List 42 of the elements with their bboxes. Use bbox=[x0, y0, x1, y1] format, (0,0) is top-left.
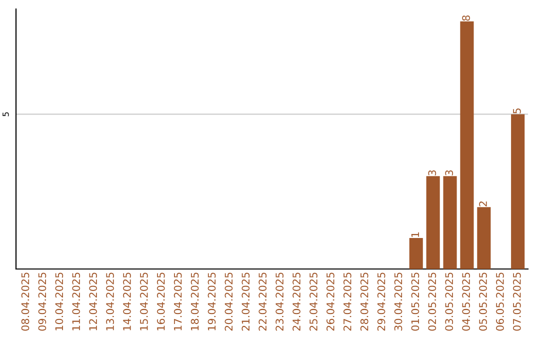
data-label: 5 bbox=[513, 108, 521, 114]
bar bbox=[409, 238, 423, 269]
x-tick-label: 20.04.2025 bbox=[224, 272, 233, 331]
x-tick-label: 28.04.2025 bbox=[360, 272, 368, 331]
x-tick-label: 14.04.2025 bbox=[123, 272, 131, 330]
data-label: 2 bbox=[479, 202, 487, 206]
bar bbox=[460, 21, 474, 269]
x-tick-label: 05.05.2025 bbox=[479, 272, 487, 331]
bar bbox=[511, 114, 525, 269]
x-tick-label: 06.05.2025 bbox=[496, 272, 504, 331]
x-tick-label: 02.05.2025 bbox=[428, 272, 436, 331]
x-tick-label: 27.04.2025 bbox=[343, 272, 352, 331]
x-tick-label: 11.04.2025 bbox=[72, 272, 80, 330]
data-label: 3 bbox=[445, 170, 454, 176]
x-tick-label: 22.04.2025 bbox=[258, 272, 267, 331]
x-tick-label: 19.04.2025 bbox=[208, 272, 216, 330]
data-label: 8 bbox=[462, 15, 470, 21]
x-tick-label: 01.05.2025 bbox=[411, 272, 420, 331]
x-tick-label: 12.04.2025 bbox=[89, 272, 98, 330]
bar bbox=[443, 176, 457, 269]
x-tick-label: 04.05.2025 bbox=[462, 272, 470, 331]
x-tick-label: 09.04.2025 bbox=[38, 272, 46, 331]
x-tick-label: 16.04.2025 bbox=[156, 272, 165, 330]
x-tick-label: 03.05.2025 bbox=[445, 272, 454, 331]
x-tick-label: 23.04.2025 bbox=[276, 272, 284, 331]
x-tick-label: 29.04.2025 bbox=[377, 272, 386, 331]
bar bbox=[426, 176, 440, 269]
x-tick-label: 18.04.2025 bbox=[190, 272, 199, 330]
x-tick-label: 13.04.2025 bbox=[106, 272, 114, 330]
x-tick-label: 25.04.2025 bbox=[310, 272, 318, 331]
bar bbox=[477, 207, 491, 269]
x-tick-label: 17.04.2025 bbox=[174, 272, 182, 330]
x-tick-label: 21.04.2025 bbox=[242, 272, 250, 331]
x-tick-label: 24.04.2025 bbox=[292, 272, 300, 331]
x-tick-label: 08.04.2025 bbox=[21, 272, 30, 331]
x-tick-label: 26.04.2025 bbox=[326, 272, 334, 331]
x-tick-label: 15.04.2025 bbox=[140, 272, 148, 330]
x-tick-label: 30.04.2025 bbox=[394, 272, 402, 331]
x-tick-label: 07.05.2025 bbox=[512, 272, 521, 331]
x-tick-label: 10.04.2025 bbox=[55, 272, 64, 330]
data-label: 1 bbox=[411, 232, 419, 237]
data-label: 3 bbox=[428, 170, 436, 176]
